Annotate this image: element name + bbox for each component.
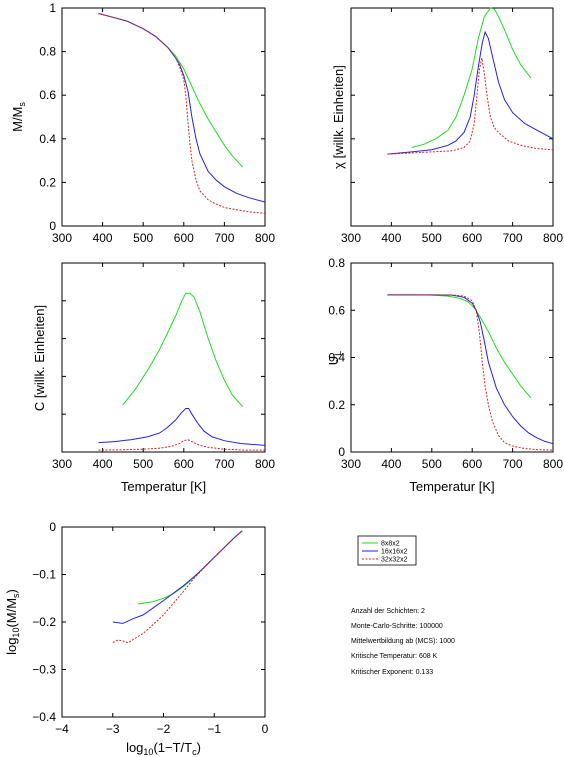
panel-4: 300 400 500 600 700 80000.20.40.60.8ULTempera… xyxy=(326,256,563,494)
series-line-8x8x2 xyxy=(411,7,532,148)
plot-frame xyxy=(61,262,266,453)
series-line-8x8x2 xyxy=(122,292,244,407)
info-averaging-start: Mittelwertbildung ab (MCS): 1000 xyxy=(351,638,455,645)
series-line-32x32x2 xyxy=(387,57,554,155)
panel-2: 300 400 500 600 700 800 χ [willk. Einheiten] xyxy=(331,7,563,245)
y-tick-label: 0.8 xyxy=(39,45,56,59)
x-tick-label: 400 xyxy=(381,231,401,245)
x-tick-label: 500 xyxy=(422,457,442,471)
y-tick-label: 1 xyxy=(49,1,56,15)
x-tick-label: −3 xyxy=(106,722,120,736)
info-critical-temperature: Kritische Temperatur: 608 K xyxy=(351,653,438,660)
series-line-32x32x2 xyxy=(98,439,265,451)
legend-label-32x32x2: 32x32x2 xyxy=(381,557,408,564)
x-tick-label: 600 xyxy=(174,457,194,471)
legend-label-16x16x2: 16x16x2 xyxy=(381,549,408,556)
series-line-16x16x2 xyxy=(98,13,266,203)
series-line-16x16x2 xyxy=(98,408,266,446)
panel-3: 300 400 500 600 700 800 C [willk. Einheiten] Te… xyxy=(32,262,275,494)
x-tick-label: 0 xyxy=(262,722,269,736)
plot-frame xyxy=(61,526,266,718)
series-line-16x16x2 xyxy=(112,530,243,624)
plot-frame xyxy=(61,7,266,227)
y-tick-label: 0 xyxy=(49,219,56,233)
y-tick-label: −0.4 xyxy=(32,710,56,724)
x-tick-label: 700 xyxy=(214,457,234,471)
y-tick-label: −0.1 xyxy=(32,568,56,582)
x-tick-label: 400 xyxy=(381,457,401,471)
x-tick-label: 300 xyxy=(52,457,72,471)
info-critical-exponent: Kritischer Exponent: 0.133 xyxy=(351,669,433,676)
plots-layer: 300 400 500 600 700 800 0 0.2 0.4 0.6 0.8 1 M/Ms 300 4… xyxy=(4,1,563,757)
y-tick-label: 0.4 xyxy=(328,351,345,365)
plot-frame xyxy=(350,7,554,227)
series-line-8x8x2 xyxy=(98,13,244,168)
y-tick-label: 0.6 xyxy=(39,88,56,102)
x-tick-label: 700 xyxy=(503,231,523,245)
x-tick-label: 300 xyxy=(341,231,361,245)
legend-box: 8x8x2 16x16x2 32x32x2 xyxy=(357,535,417,566)
x-tick-label: 600 xyxy=(462,231,482,245)
x-tick-label: 500 xyxy=(422,231,442,245)
info-mc-steps: Monte-Carlo-Schritte: 100000 xyxy=(351,623,443,630)
series-line-32x32x2 xyxy=(112,530,243,644)
plot-frame xyxy=(350,262,554,453)
x-tick-label: 500 xyxy=(133,457,153,471)
series-line-32x32x2 xyxy=(387,294,554,451)
y-axis-label: log10(M/Ms) xyxy=(4,589,21,655)
x-tick-label: −4 xyxy=(55,722,69,736)
panel-1: 300 400 500 600 700 800 0 0.2 0.4 0.6 0.8 1 M/Ms xyxy=(10,1,275,245)
y-tick-label: 0 xyxy=(338,445,345,459)
series-line-16x16x2 xyxy=(387,30,554,155)
series-line-8x8x2 xyxy=(387,294,532,399)
y-tick-label: 0 xyxy=(49,520,56,534)
x-tick-label: 600 xyxy=(462,457,482,471)
x-tick-label: 800 xyxy=(255,231,275,245)
x-axis-label: Temperatur [K] xyxy=(121,479,206,494)
x-tick-label: 700 xyxy=(503,457,523,471)
y-axis-label: χ [willk. Einheiten] xyxy=(331,65,346,169)
x-tick-label: 800 xyxy=(255,457,275,471)
info-layers: Anzahl der Schichten: 2 xyxy=(351,608,425,615)
y-tick-label: −0.2 xyxy=(32,615,56,629)
legend-label-8x8x2: 8x8x2 xyxy=(381,541,400,548)
legend-frame xyxy=(357,535,417,566)
x-tick-label: 300 xyxy=(52,231,72,245)
info-block: Anzahl der Schichten: 2 Monte-Carlo-Schr… xyxy=(351,608,455,676)
y-tick-label: 0.2 xyxy=(39,175,56,189)
y-axis-label: C [willk. Einheiten] xyxy=(32,305,47,411)
x-tick-label: 400 xyxy=(93,457,113,471)
x-tick-label: −2 xyxy=(157,722,171,736)
x-tick-label: 600 xyxy=(174,231,194,245)
y-tick-label: 0.8 xyxy=(328,256,345,270)
x-tick-label: 500 xyxy=(133,231,153,245)
series-line-8x8x2 xyxy=(138,530,243,605)
x-tick-label: 700 xyxy=(214,231,234,245)
y-tick-label: 0.4 xyxy=(39,132,56,146)
y-tick-label: 0.2 xyxy=(328,398,345,412)
series-line-32x32x2 xyxy=(98,13,266,214)
y-tick-label: −0.3 xyxy=(32,663,56,677)
series-line-16x16x2 xyxy=(387,294,554,445)
x-tick-label: 800 xyxy=(543,231,563,245)
x-axis-label: log10(1−T/Tc) xyxy=(126,740,201,757)
x-tick-label: 800 xyxy=(543,457,563,471)
x-tick-label: 300 xyxy=(341,457,361,471)
y-axis-label: M/Ms xyxy=(10,102,27,132)
x-tick-label: −1 xyxy=(207,722,221,736)
x-tick-label: 400 xyxy=(93,231,113,245)
y-tick-label: 0.6 xyxy=(328,303,345,317)
panel-5: −4 −3 −2 −1 0 −0.4 −0.3 −0.2 −0.1 0 log10(M/Ms) log… xyxy=(4,520,269,757)
x-axis-label: Temperatur [K] xyxy=(409,479,494,494)
